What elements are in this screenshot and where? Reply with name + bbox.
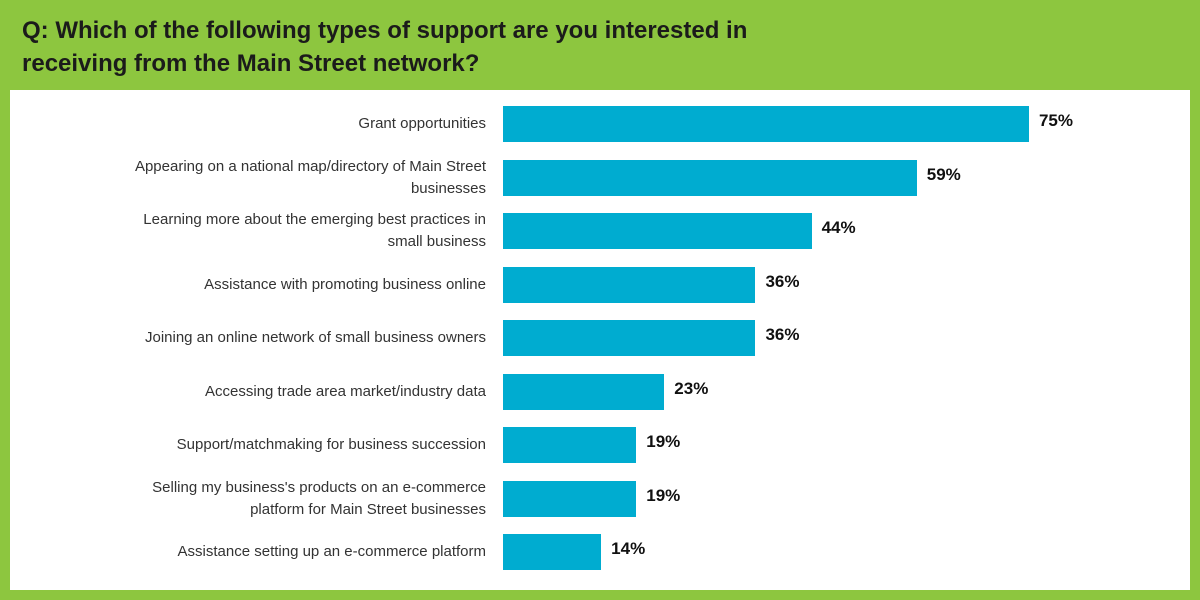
category-label: Support/matchmaking for business success… — [176, 436, 486, 453]
bar — [503, 266, 756, 303]
bar — [503, 480, 637, 517]
bar — [503, 427, 637, 463]
value-label: 14% — [611, 539, 646, 558]
value-label: 19% — [646, 485, 681, 505]
category-label: Grant opportunities — [358, 115, 486, 132]
bar — [503, 320, 756, 356]
value-label: 19% — [646, 432, 681, 451]
category-label: Assistance with promoting business onlin… — [204, 275, 486, 293]
bar — [503, 213, 812, 249]
value-label: 23% — [674, 378, 709, 398]
bar — [503, 534, 602, 570]
chart-title: Q: Which of the following types of suppo… — [22, 17, 748, 77]
value-label: 44% — [821, 218, 856, 237]
category-label: Assistance setting up an e-commerce plat… — [177, 543, 486, 560]
value-label: 59% — [926, 164, 961, 184]
value-label: 75% — [1038, 111, 1073, 130]
bar — [503, 106, 1029, 142]
category-label: Selling my business's products on an e-c… — [152, 478, 486, 518]
category-label: Joining an online network of small busin… — [144, 329, 486, 346]
value-label: 36% — [765, 271, 800, 291]
category-label: Appearing on a national map/directory of… — [134, 157, 486, 197]
category-label: Accessing trade area market/industry dat… — [205, 382, 486, 400]
bar — [503, 159, 917, 196]
value-label: 36% — [765, 325, 800, 344]
category-label: Learning more about the emerging best pr… — [143, 211, 486, 250]
bar — [503, 373, 665, 410]
